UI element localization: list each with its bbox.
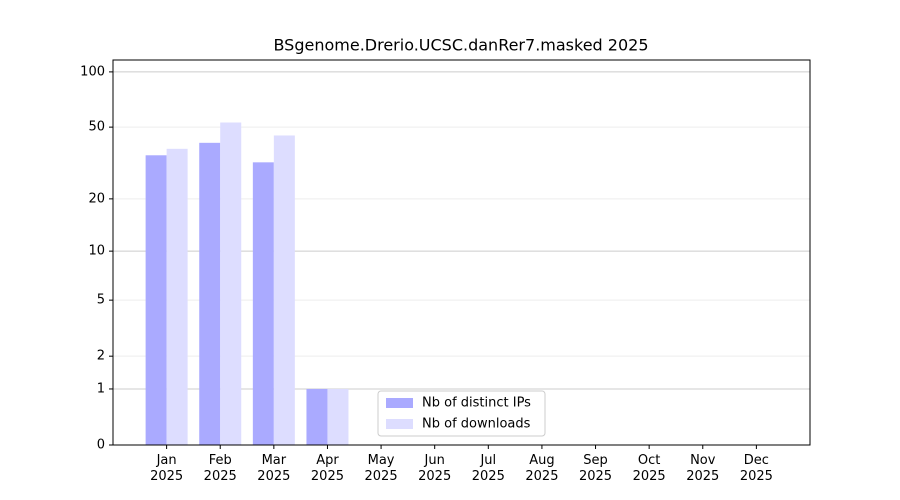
bar — [252, 162, 274, 445]
y-tick-label: 50 — [88, 120, 105, 135]
bar — [145, 155, 167, 445]
y-tick-label: 5 — [97, 293, 105, 308]
x-tick-label: Mar 2025 — [257, 453, 291, 484]
bar — [166, 148, 188, 445]
legend-label: Nb of distinct IPs — [422, 396, 531, 411]
x-tick-label: Apr 2025 — [310, 453, 344, 484]
bar — [306, 388, 328, 445]
x-tick-label: Jun 2025 — [418, 453, 452, 484]
legend-label: Nb of downloads — [422, 417, 531, 432]
legend-swatch — [386, 419, 413, 429]
x-tick-label: Dec 2025 — [739, 453, 773, 484]
y-tick-label: 100 — [80, 64, 105, 79]
x-tick-label: Oct 2025 — [632, 453, 666, 484]
legend: Nb of distinct IPs Nb of downloads — [377, 390, 546, 437]
x-tick-label: May 2025 — [364, 453, 398, 484]
x-tick-label: Nov 2025 — [686, 453, 720, 484]
x-tick-label: Feb 2025 — [203, 453, 237, 484]
y-tick-label: 1 — [97, 381, 105, 396]
legend-swatch — [386, 398, 413, 408]
x-tick-label: Sep 2025 — [578, 453, 613, 484]
y-tick-label: 10 — [88, 244, 105, 259]
legend-frame — [377, 390, 546, 437]
axes-frame — [112, 59, 811, 446]
bar — [199, 142, 221, 446]
y-tick-label: 2 — [97, 349, 105, 364]
x-tick-label: Jul 2025 — [471, 453, 505, 484]
y-tick-label: 0 — [97, 438, 105, 453]
chart-title: BSgenome.Drerio.UCSC.danRer7.masked 2025 — [273, 36, 648, 55]
y-tick-label: 20 — [88, 191, 105, 206]
bar — [327, 388, 349, 445]
x-tick-label: Jan 2025 — [150, 453, 184, 484]
bar — [220, 122, 242, 446]
bar — [273, 135, 295, 445]
x-tick-label: Aug 2025 — [525, 453, 559, 484]
